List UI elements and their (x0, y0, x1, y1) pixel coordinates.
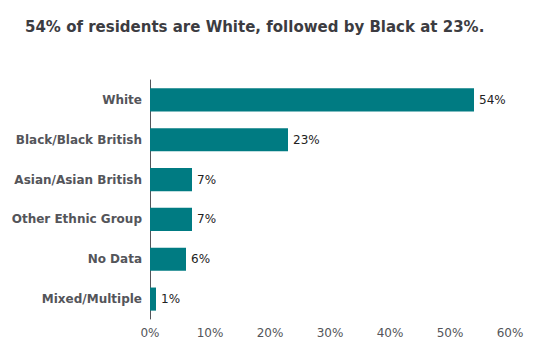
svg-text:20%: 20% (257, 326, 284, 340)
svg-text:7%: 7% (197, 173, 216, 187)
svg-text:Mixed/Multiple: Mixed/Multiple (42, 292, 142, 306)
svg-text:50%: 50% (437, 326, 464, 340)
svg-text:7%: 7% (197, 212, 216, 226)
svg-text:10%: 10% (197, 326, 224, 340)
svg-text:30%: 30% (317, 326, 344, 340)
svg-text:No Data: No Data (88, 252, 142, 266)
svg-text:White: White (102, 93, 142, 107)
svg-text:40%: 40% (377, 326, 404, 340)
svg-text:0%: 0% (140, 326, 159, 340)
svg-text:60%: 60% (497, 326, 524, 340)
svg-text:1%: 1% (161, 292, 180, 306)
svg-text:6%: 6% (191, 252, 210, 266)
svg-text:23%: 23% (293, 133, 320, 147)
svg-text:Other Ethnic Group: Other Ethnic Group (12, 212, 143, 226)
svg-text:54%: 54% (479, 93, 506, 107)
svg-text:54% of residents are White, fo: 54% of residents are White, followed by … (25, 18, 484, 36)
svg-text:Asian/Asian British: Asian/Asian British (14, 173, 142, 187)
svg-text:Black/Black British: Black/Black British (16, 133, 142, 147)
